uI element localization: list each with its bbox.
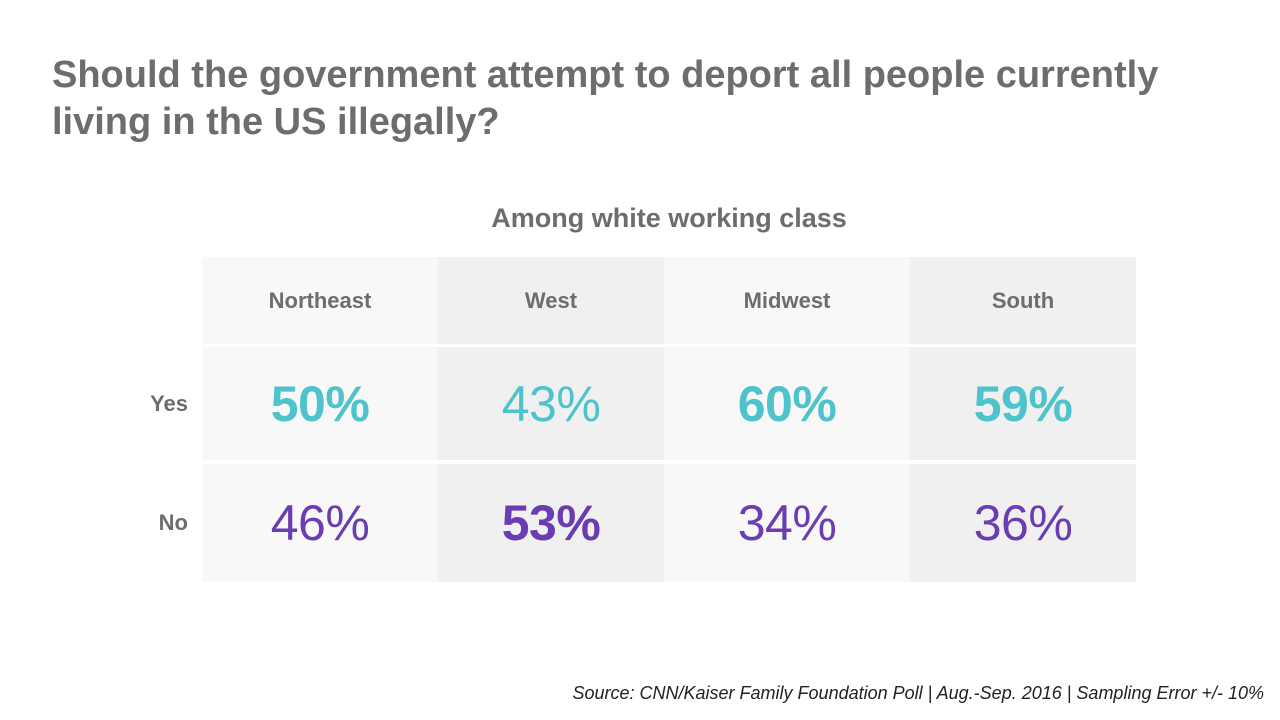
value-no-south: 36% xyxy=(973,495,1073,551)
value-yes-northeast: 50% xyxy=(270,375,370,432)
value-no-midwest: 34% xyxy=(737,495,837,551)
table-cell: 60% xyxy=(664,347,910,460)
row-label-no: No xyxy=(158,510,188,535)
table-cell: 50% xyxy=(202,347,438,460)
table-cell: 46% xyxy=(202,464,438,582)
source-note: Source: CNN/Kaiser Family Foundation Pol… xyxy=(572,683,1265,703)
column-header-west: West xyxy=(438,257,664,344)
column-header-south: South xyxy=(910,257,1136,344)
value-no-west: 53% xyxy=(501,495,601,551)
row-label-yes: Yes xyxy=(150,390,188,416)
value-yes-midwest: 60% xyxy=(737,375,837,432)
value-yes-south: 59% xyxy=(973,375,1073,432)
column-header-midwest: Midwest xyxy=(664,257,910,344)
chart-title: Should the government attempt to deport … xyxy=(52,54,1159,143)
chart-subtitle: Among white working class xyxy=(491,203,847,233)
table-cell: 43% xyxy=(438,347,664,460)
table-cell: 53% xyxy=(438,464,664,582)
table-cell: 36% xyxy=(910,464,1136,582)
value-no-northeast: 46% xyxy=(270,495,370,551)
column-header-northeast: Northeast xyxy=(202,257,438,344)
value-yes-west: 43% xyxy=(501,375,601,432)
table-cell: 59% xyxy=(910,347,1136,460)
table-cell: 34% xyxy=(664,464,910,582)
